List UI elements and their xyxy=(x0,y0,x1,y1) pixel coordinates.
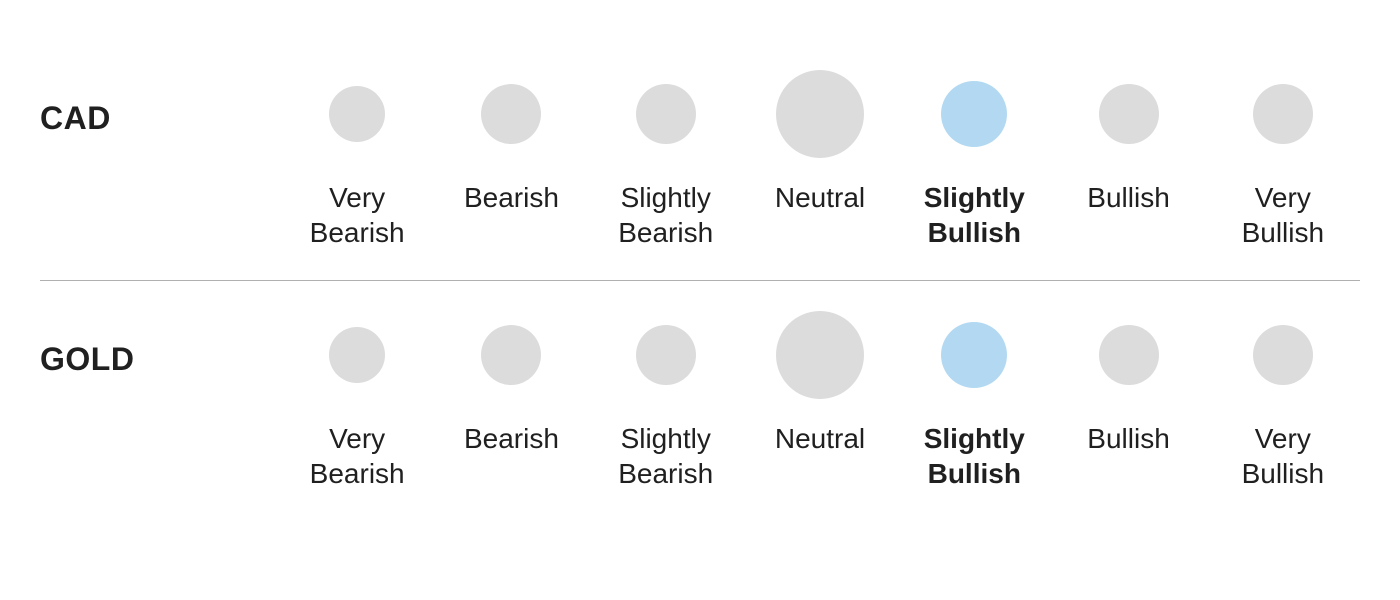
dot-wrap xyxy=(941,311,1007,399)
scale-cell-very_bearish: Very Bearish xyxy=(280,311,434,491)
dot-wrap xyxy=(636,311,696,399)
sentiment-dot xyxy=(636,325,696,385)
scale-cell-bearish: Bearish xyxy=(434,311,588,456)
scale-cell-bearish: Bearish xyxy=(434,70,588,215)
scale-label: Bearish xyxy=(464,421,559,456)
sentiment-dot xyxy=(1253,84,1313,144)
sentiment-scale: Very Bearish Bearish Slightly Bearish Neutr… xyxy=(280,70,1360,250)
sentiment-dot xyxy=(481,84,541,144)
scale-label: Bullish xyxy=(1087,180,1169,215)
scale-label: Slightly Bearish xyxy=(618,421,713,491)
dot-wrap xyxy=(329,70,385,158)
dot-wrap xyxy=(329,311,385,399)
scale-cell-slightly_bearish: Slightly Bearish xyxy=(589,311,743,491)
scale-cell-very_bullish: Very Bullish xyxy=(1206,311,1360,491)
dot-wrap xyxy=(1253,311,1313,399)
sentiment-dot xyxy=(329,327,385,383)
scale-label: Very Bullish xyxy=(1242,421,1324,491)
dot-wrap xyxy=(776,70,864,158)
dot-wrap xyxy=(1253,70,1313,158)
dot-wrap xyxy=(636,70,696,158)
sentiment-scale: Very Bearish Bearish Slightly Bearish Neutr… xyxy=(280,311,1360,491)
sentiment-chart: CAD Very Bearish Bearish Slightly Bearish Ne… xyxy=(0,0,1400,541)
scale-label: Very Bearish xyxy=(310,421,405,491)
sentiment-dot xyxy=(1099,84,1159,144)
scale-cell-slightly_bullish: Slightly Bullish xyxy=(897,70,1051,250)
sentiment-dot xyxy=(941,322,1007,388)
scale-cell-very_bearish: Very Bearish xyxy=(280,70,434,250)
scale-label: Slightly Bearish xyxy=(618,180,713,250)
dot-wrap xyxy=(481,311,541,399)
asset-label: GOLD xyxy=(40,311,280,378)
scale-label: Slightly Bullish xyxy=(924,421,1025,491)
sentiment-dot xyxy=(481,325,541,385)
dot-wrap xyxy=(1099,311,1159,399)
scale-cell-neutral: Neutral xyxy=(743,311,897,456)
sentiment-dot xyxy=(636,84,696,144)
scale-cell-very_bullish: Very Bullish xyxy=(1206,70,1360,250)
scale-label: Bearish xyxy=(464,180,559,215)
sentiment-dot xyxy=(776,70,864,158)
dot-wrap xyxy=(776,311,864,399)
scale-label: Bullish xyxy=(1087,421,1169,456)
scale-label: Very Bearish xyxy=(310,180,405,250)
sentiment-dot xyxy=(1099,325,1159,385)
scale-cell-neutral: Neutral xyxy=(743,70,897,215)
scale-cell-slightly_bearish: Slightly Bearish xyxy=(589,70,743,250)
sentiment-dot xyxy=(776,311,864,399)
dot-wrap xyxy=(481,70,541,158)
dot-wrap xyxy=(1099,70,1159,158)
scale-label: Slightly Bullish xyxy=(924,180,1025,250)
scale-label: Neutral xyxy=(775,421,865,456)
sentiment-row: CAD Very Bearish Bearish Slightly Bearish Ne… xyxy=(40,40,1360,280)
asset-label: CAD xyxy=(40,70,280,137)
sentiment-row: GOLD Very Bearish Bearish Slightly Bearish N… xyxy=(40,280,1360,521)
sentiment-dot xyxy=(1253,325,1313,385)
scale-cell-slightly_bullish: Slightly Bullish xyxy=(897,311,1051,491)
scale-label: Neutral xyxy=(775,180,865,215)
scale-cell-bullish: Bullish xyxy=(1051,70,1205,215)
scale-cell-bullish: Bullish xyxy=(1051,311,1205,456)
sentiment-dot xyxy=(329,86,385,142)
dot-wrap xyxy=(941,70,1007,158)
sentiment-dot xyxy=(941,81,1007,147)
scale-label: Very Bullish xyxy=(1242,180,1324,250)
